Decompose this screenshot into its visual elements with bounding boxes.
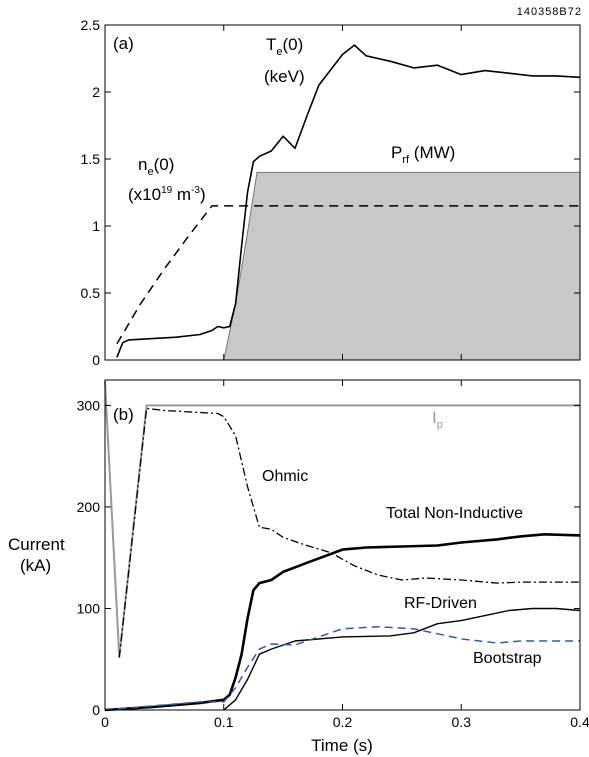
a-ytick-label: 0 (92, 352, 100, 368)
prf-outline (223, 171, 580, 361)
x-axis-label: Time (s) (311, 736, 373, 755)
a-ytick-label: 2.5 (81, 17, 101, 33)
ne-subscript: e (147, 166, 153, 178)
total-non-inductive-series (104, 532, 581, 712)
ip-series (104, 380, 580, 659)
panel-a-label: (a) (113, 34, 134, 53)
b-ytick-label: 200 (77, 499, 101, 515)
total-noninductive-annotation: Total Non-Inductive (386, 505, 523, 522)
panel-a-series (116, 44, 581, 358)
ohmic-annotation: Ohmic (262, 468, 308, 485)
b-xtick-label: 0.4 (570, 714, 589, 730)
panel-b-label: (b) (113, 405, 134, 424)
ne-unit-exp: 19 (161, 185, 173, 196)
ne-unit-post: ) (200, 185, 206, 204)
b-xtick-label: 0 (101, 714, 109, 730)
panel-b-ticks: 0 100 200 300 0 0.1 0.2 0.3 0.4 (77, 380, 589, 730)
y-axis-label-line1: Current (8, 535, 65, 554)
b-xtick-label: 0.2 (333, 714, 353, 730)
ne-annotation: ne(0) (138, 155, 174, 178)
prf-fill (223, 172, 581, 360)
bootstrap-annotation: Bootstrap (473, 650, 542, 667)
ip-annotation: Ip (432, 408, 443, 431)
prf-annotation: Prf (MW) (391, 143, 455, 166)
figure-code: 140358B72 (517, 6, 582, 18)
a-ytick-label: 1 (92, 218, 100, 234)
b-ytick-label: 300 (77, 397, 101, 413)
y-axis-label-line2: (kA) (20, 556, 51, 575)
ip-symbol: I (432, 408, 437, 427)
b-xtick-label: 0.3 (452, 714, 472, 730)
ne-paren: (0) (154, 155, 175, 174)
ne-unit-mid: m (172, 185, 191, 204)
b-xtick-label: 0.1 (214, 714, 234, 730)
panel-a: 00.511.522.5 (a) Te(0) (keV) ne(0) (x101… (81, 17, 581, 368)
ne-unit: (x1019 m-3) (128, 185, 206, 204)
te-unit: (keV) (264, 67, 305, 86)
ne-unit-pre: (x10 (128, 185, 161, 204)
te-paren: (0) (283, 35, 304, 54)
te-symbol: T (266, 35, 276, 54)
ip-subscript: p (437, 419, 443, 431)
rf-driven-series (223, 607, 581, 711)
prf-unit: (MW) (409, 143, 455, 162)
prf-symbol: P (391, 143, 402, 162)
te-annotation: Te(0) (266, 35, 303, 58)
a-ytick-label: 1.5 (81, 151, 101, 167)
rf-driven-annotation: RF-Driven (404, 595, 477, 612)
prf-subscript: rf (402, 154, 410, 166)
panel-a-ticks: 0 0.5 1 1.5 2 2.5 (81, 17, 581, 368)
ne-unit-exp2: -3 (191, 185, 200, 196)
bootstrap-series (104, 625, 580, 711)
b-ytick-label: 100 (77, 600, 101, 616)
a-ytick-label: 0.5 (81, 285, 101, 301)
panel-b: 0 100 200 300 0 0.1 0.2 0.3 0.4 (b) Ip Ohmic Tot… (8, 379, 589, 755)
prf-fill-group (223, 171, 581, 361)
ohmic-series (118, 407, 580, 658)
panel-b-series (104, 380, 581, 712)
a-ytick-label: 2 (92, 84, 100, 100)
te-subscript: e (276, 46, 282, 58)
ne-symbol: n (138, 155, 147, 174)
b-ytick-label: 0 (92, 702, 100, 718)
ne-0-series (116, 205, 580, 345)
te-0-series (116, 44, 581, 358)
